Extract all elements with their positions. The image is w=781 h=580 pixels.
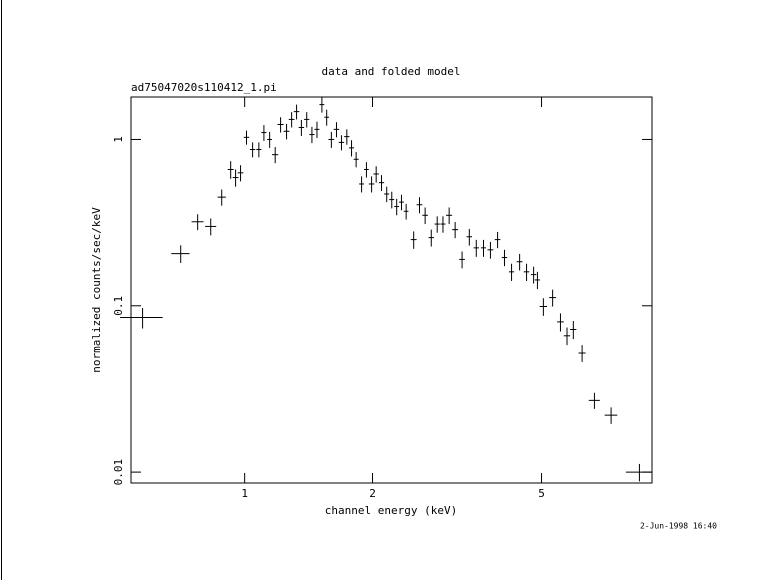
plot-frame bbox=[130, 96, 653, 484]
x-tick-label: 5 bbox=[538, 487, 545, 500]
y-tick-label: 0.01 bbox=[112, 459, 125, 486]
x-tick-label: 2 bbox=[369, 487, 376, 500]
x-axis-label: channel energy (keV) bbox=[325, 504, 457, 517]
y-axis-label: normalized counts/sec/keV bbox=[90, 207, 103, 373]
timestamp: 2-Jun-1998 16:40 bbox=[640, 522, 717, 531]
y-tick-label: 1 bbox=[112, 136, 125, 143]
chart-title: data and folded model bbox=[321, 65, 460, 78]
chart-subtitle: ad75047020s110412_1.pi bbox=[131, 81, 277, 94]
y-tick-label: 0.1 bbox=[112, 296, 125, 316]
x-tick-label: 1 bbox=[241, 487, 248, 500]
